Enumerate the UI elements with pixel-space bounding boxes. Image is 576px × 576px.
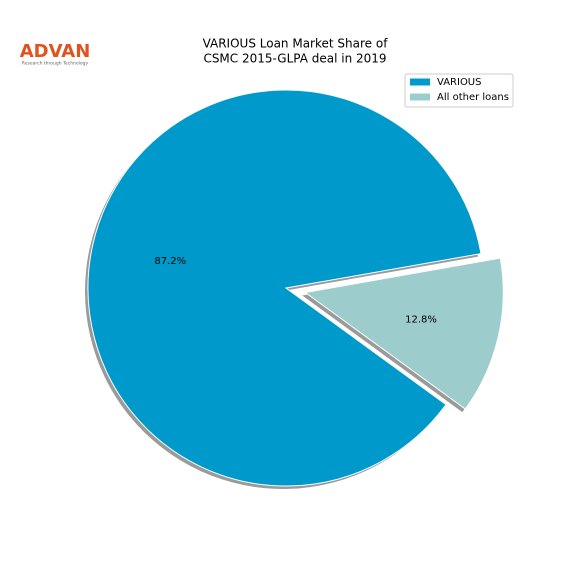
slice bbox=[304, 257, 504, 410]
legend-swatch bbox=[410, 78, 430, 86]
chart-title: VARIOUS Loan Market Share of bbox=[203, 37, 389, 51]
legend-box bbox=[404, 73, 514, 108]
value-label: 87.2% bbox=[154, 256, 186, 267]
value-label: 12.8% bbox=[405, 314, 437, 325]
legend-label: All other loans bbox=[437, 92, 509, 103]
slice bbox=[87, 89, 482, 487]
legend-label: VARIOUS bbox=[437, 77, 481, 88]
logo-tagline: Research through Technology bbox=[22, 61, 89, 67]
legend-swatch bbox=[410, 93, 430, 101]
chart-title: CSMC 2015-GLPA deal in 2019 bbox=[203, 52, 386, 66]
logo-name: ADVAN bbox=[20, 41, 91, 62]
